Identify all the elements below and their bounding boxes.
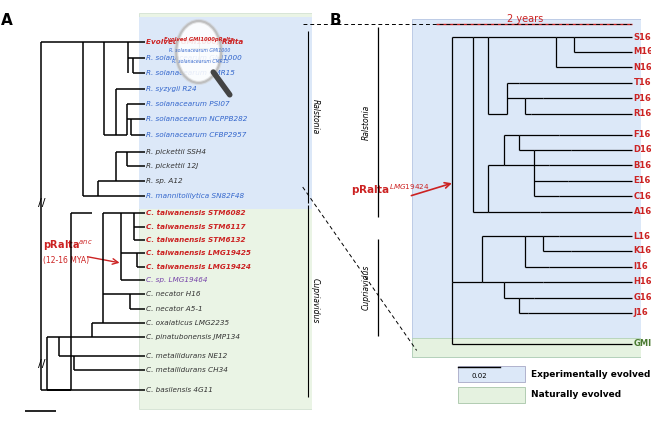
Text: 0.02: 0.02: [471, 373, 487, 379]
Text: R. solanacearum CMR15: R. solanacearum CMR15: [172, 58, 229, 64]
Text: C. pinatubonensis JMP134: C. pinatubonensis JMP134: [146, 334, 240, 340]
Text: C. necator H16: C. necator H16: [146, 291, 201, 297]
Text: C16: C16: [633, 192, 651, 201]
Text: C. taiwanensis STM6117: C. taiwanensis STM6117: [146, 224, 246, 230]
Circle shape: [176, 21, 221, 83]
Text: R. solanacearum GMI1000: R. solanacearum GMI1000: [169, 48, 231, 53]
Text: E16: E16: [633, 176, 651, 185]
Text: S16: S16: [633, 33, 651, 42]
Text: Naturally evolved: Naturally evolved: [531, 390, 621, 399]
Text: C. oxalaticus LMG2235: C. oxalaticus LMG2235: [146, 320, 229, 326]
Text: A: A: [1, 13, 13, 28]
Text: Cupriavidus: Cupriavidus: [311, 278, 320, 323]
Text: R. solanacearum GMI1000: R. solanacearum GMI1000: [146, 55, 242, 61]
Text: C. taiwanensis STM6082: C. taiwanensis STM6082: [146, 210, 246, 216]
Bar: [411, 19, 641, 357]
Text: P16: P16: [633, 94, 651, 103]
Text: //: //: [38, 359, 45, 369]
Bar: [139, 17, 312, 209]
Text: R. solanacearum CMR15: R. solanacearum CMR15: [146, 70, 235, 76]
Text: R. pickettii 12J: R. pickettii 12J: [146, 163, 199, 169]
Text: R. mannitolilytica SN82F48: R. mannitolilytica SN82F48: [146, 194, 244, 200]
Text: R. sp. A12: R. sp. A12: [146, 178, 183, 184]
Text: T16: T16: [633, 78, 651, 87]
Bar: [458, 387, 525, 403]
Text: H16: H16: [633, 277, 651, 286]
Text: K16: K16: [633, 246, 651, 255]
Text: C. necator A5-1: C. necator A5-1: [146, 306, 203, 312]
Text: R16: R16: [633, 109, 651, 118]
Text: N16: N16: [633, 63, 651, 72]
Text: Evolved GMI1000pRalta: Evolved GMI1000pRalta: [164, 37, 234, 42]
Text: C. basilensis 4G11: C. basilensis 4G11: [146, 387, 213, 393]
Text: //: //: [38, 198, 45, 208]
Text: C. metallidurans CH34: C. metallidurans CH34: [146, 367, 228, 373]
Text: Evolved GMI1000pRalta: Evolved GMI1000pRalta: [146, 39, 243, 45]
Text: pRalta$^{LMG19424}$: pRalta$^{LMG19424}$: [350, 182, 429, 198]
Text: C. sp. LMG19464: C. sp. LMG19464: [146, 277, 208, 283]
Text: R. syzygii R24: R. syzygii R24: [146, 86, 197, 92]
Text: Cupriavidus: Cupriavidus: [361, 264, 370, 310]
Text: Experimentally evolved: Experimentally evolved: [531, 370, 650, 379]
Text: C. metallidurans NE12: C. metallidurans NE12: [146, 353, 228, 359]
Bar: [458, 366, 525, 382]
Text: R. pickettii SSH4: R. pickettii SSH4: [146, 149, 206, 155]
Text: I16: I16: [633, 262, 648, 271]
Text: pRalta$^{anc}$: pRalta$^{anc}$: [43, 239, 93, 253]
Text: C. taiwanensis STM6132: C. taiwanensis STM6132: [146, 237, 246, 243]
Text: GMI1000: GMI1000: [633, 339, 651, 348]
Text: Ralstonia: Ralstonia: [311, 99, 320, 135]
Text: C. taiwanensis LMG19425: C. taiwanensis LMG19425: [146, 250, 251, 256]
Bar: [411, 338, 641, 357]
Text: C. taiwanensis LMG19424: C. taiwanensis LMG19424: [146, 264, 251, 270]
Text: A16: A16: [633, 207, 651, 216]
Text: F16: F16: [633, 130, 651, 139]
Bar: [139, 13, 312, 409]
Text: D16: D16: [633, 145, 651, 154]
Text: R. solanacearum CFBP2957: R. solanacearum CFBP2957: [146, 132, 247, 138]
Text: J16: J16: [633, 308, 648, 317]
Text: 2 years: 2 years: [507, 14, 543, 24]
Text: L16: L16: [633, 232, 650, 241]
Text: M16: M16: [633, 47, 651, 56]
Text: Ralstonia: Ralstonia: [361, 104, 370, 140]
Text: B16: B16: [633, 161, 651, 170]
Text: R. solanacearum PSI07: R. solanacearum PSI07: [146, 101, 230, 108]
Text: G16: G16: [633, 293, 651, 302]
Text: R. solanacearum NCPPB282: R. solanacearum NCPPB282: [146, 116, 247, 122]
Text: B: B: [329, 13, 340, 28]
Text: (12-16 MYA): (12-16 MYA): [43, 256, 89, 265]
